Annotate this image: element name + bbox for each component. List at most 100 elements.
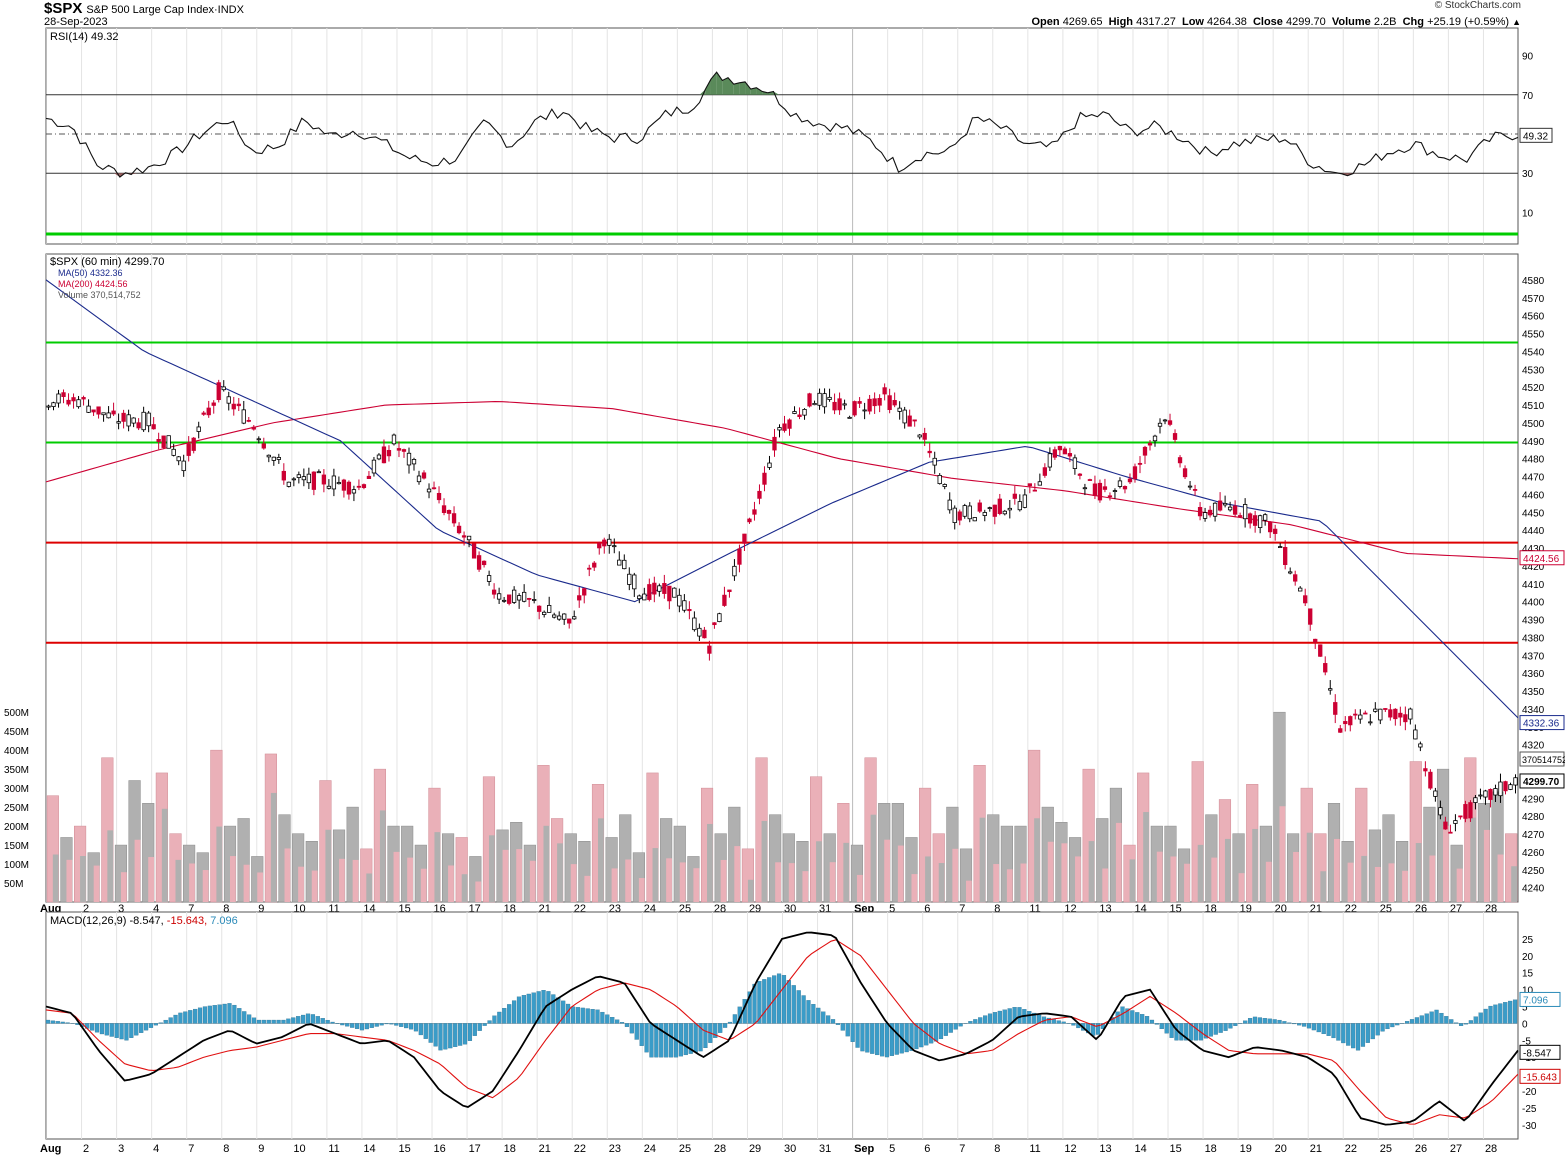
volume-bar [161,808,168,902]
price-tick-label: 4360 [1522,669,1545,680]
volume-bar [666,858,672,902]
macd-histogram-bar [497,1011,502,1024]
macd-histogram-bar [320,1018,325,1024]
macd-histogram-bar [330,1021,335,1024]
price-candle [852,401,857,416]
price-candle [316,471,322,474]
price-candle [727,589,732,593]
macd-histogram-bar [462,1023,468,1045]
price-candle [341,479,347,491]
macd-histogram-bar [914,1023,919,1050]
price-candle [1383,708,1388,710]
price-tick-label: 4410 [1522,580,1545,591]
price-candle [1007,507,1012,511]
volume-bar [761,820,768,902]
macd-histogram-bar [119,1023,124,1040]
price-candle [141,411,146,431]
price-candle [311,471,317,490]
macd-x-label: 26 [1415,1143,1427,1155]
macd-histogram-bar [1208,1023,1213,1037]
volume-bar [202,870,209,902]
price-candle [231,403,236,410]
price-candle [1508,784,1513,790]
price-candle [1242,504,1248,520]
volume-bar [1470,817,1477,902]
price-candle [572,616,577,620]
macd-histogram-bar [153,1023,159,1026]
macd-histogram-bar [1149,1019,1155,1024]
price-candle [121,412,126,422]
price-candle [1047,453,1053,468]
volume-bar [1061,843,1068,902]
macd-histogram-bar [1262,1018,1267,1024]
macd-histogram-bar [1301,1023,1307,1027]
price-candle [1032,489,1037,492]
macd-histogram-bar [1164,1023,1169,1034]
volume-bar [747,879,754,902]
price-candle [1132,466,1138,480]
price-candle [1318,644,1323,657]
macd-histogram-bar [889,1023,895,1056]
macd-histogram-bar [580,1007,585,1024]
price-candle [802,409,807,416]
macd-histogram-bar [251,1017,257,1024]
price-candle [547,605,552,613]
price-tick-label: 4450 [1522,508,1545,519]
volume-bar [1197,844,1204,902]
macd-x-label: 21 [539,1143,551,1155]
macd-histogram-bar [1468,1020,1473,1024]
price-candle [346,481,352,495]
macd-histogram-bar [1272,1019,1277,1024]
macd-histogram-bar [315,1016,320,1024]
price-candle [261,443,266,449]
volume-bar [1293,851,1299,902]
price-candle [857,401,862,404]
price-candle [797,414,802,418]
ma200-value-tag-label: 4424.56 [1523,554,1560,565]
price-candle [256,438,261,441]
price-candle [71,397,76,402]
volume-tick-label: 50M [4,879,23,890]
price-candle [276,457,281,460]
macd-histogram-bar [384,1023,389,1025]
macd-value-tag [1519,1044,1561,1060]
price-candle [942,484,947,487]
macd-histogram-bar [806,1000,811,1024]
ma50-legend: MA(50) 4332.36 [58,268,123,278]
macd-histogram-bar [1243,1020,1248,1024]
macd-histogram-bar [472,1023,477,1036]
volume-bar [802,871,809,902]
macd-histogram-bar [948,1023,953,1033]
volume-bar [66,859,73,902]
price-candle [767,462,772,468]
price-candle [1052,449,1058,458]
price-candle [1157,422,1163,427]
price-candle [176,456,181,462]
rsi-overbought-fill [722,77,729,95]
price-candle [832,401,837,411]
price-candle [562,613,567,620]
macd-histogram-bar [193,1008,198,1024]
volume-bar [1075,856,1081,902]
price-candle [186,443,191,456]
macd-histogram-bar [325,1019,330,1024]
price-candle [1493,788,1498,796]
price-candle [1152,435,1158,442]
price-candle [677,594,682,607]
macd-histogram-bar [1434,1009,1439,1024]
volume-bar [679,862,686,902]
volume-bar [925,856,931,902]
macd-histogram-bar [1385,1023,1390,1030]
macd-histogram-bar [173,1014,178,1024]
macd-histogram-bar [1395,1023,1400,1026]
macd-histogram-bar [1390,1023,1395,1028]
macd-x-label: 14 [363,1143,375,1155]
volume-bar [693,868,700,902]
macd-histogram-bar [992,1012,998,1024]
macd-histogram-bar [1071,1023,1076,1026]
price-candle [1358,714,1363,720]
macd-histogram-bar [639,1023,644,1046]
macd-histogram-bar [1473,1016,1478,1024]
volume-bar [884,839,891,902]
price-candle [1463,804,1468,819]
